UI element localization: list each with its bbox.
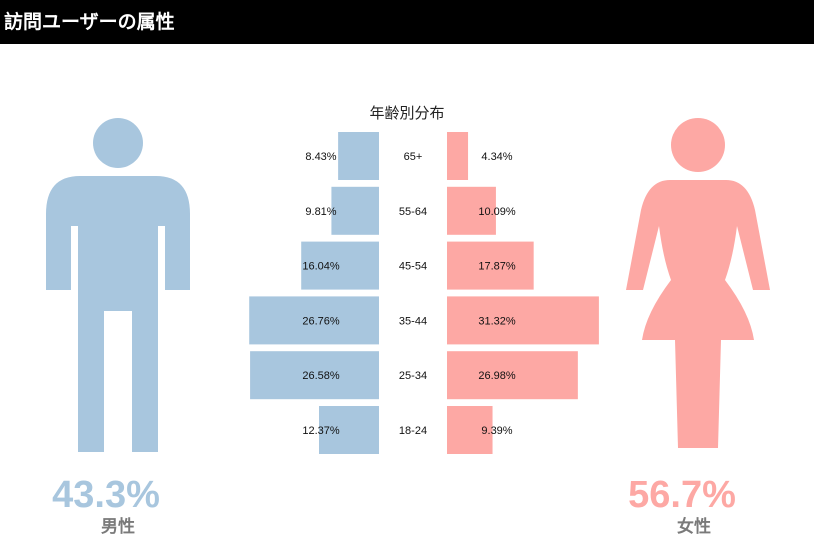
age-category-label: 45-54 — [399, 261, 427, 273]
female-value-label: 31.32% — [478, 315, 516, 327]
male-value-label: 8.43% — [305, 151, 336, 163]
female-bar — [447, 351, 578, 400]
age-category-label: 18-24 — [399, 425, 427, 437]
male-bar — [338, 132, 379, 180]
female-bar — [447, 241, 534, 290]
female-value-label: 4.34% — [481, 151, 512, 163]
male-value-label: 26.76% — [302, 315, 340, 327]
male-label: 男性 — [101, 517, 135, 537]
male-value-label: 16.04% — [302, 261, 340, 273]
female-value-label: 10.09% — [478, 206, 516, 218]
age-category-label: 25-34 — [399, 370, 427, 382]
female-bar — [447, 186, 496, 235]
male-value-label: 26.58% — [302, 370, 340, 382]
female-percentage: 56.7% — [628, 474, 736, 516]
female-value-label: 9.39% — [481, 425, 512, 437]
male-percentage: 43.3% — [52, 474, 160, 516]
female-person-icon — [626, 118, 770, 448]
male-bar — [250, 351, 379, 400]
male-bar — [331, 186, 379, 235]
male-bar — [249, 296, 379, 345]
chart-title: 年齢別分布 — [369, 104, 445, 122]
age-category-label: 55-64 — [399, 206, 427, 218]
male-bar — [319, 406, 379, 454]
female-value-label: 26.98% — [478, 370, 516, 382]
header-bar: 訪問ユーザーの属性 — [0, 0, 814, 44]
female-value-label: 17.87% — [478, 261, 516, 273]
female-bar — [447, 296, 599, 345]
page-title: 訪問ユーザーの属性 — [4, 11, 175, 33]
male-bar — [301, 241, 379, 290]
female-bar — [447, 406, 493, 454]
male-value-label: 9.81% — [305, 206, 336, 218]
female-label: 女性 — [677, 517, 711, 537]
male-value-label: 12.37% — [302, 425, 340, 437]
female-bar — [447, 132, 469, 180]
age-category-label: 35-44 — [399, 315, 427, 327]
age-category-label: 65+ — [404, 151, 423, 163]
male-person-icon — [46, 118, 190, 452]
